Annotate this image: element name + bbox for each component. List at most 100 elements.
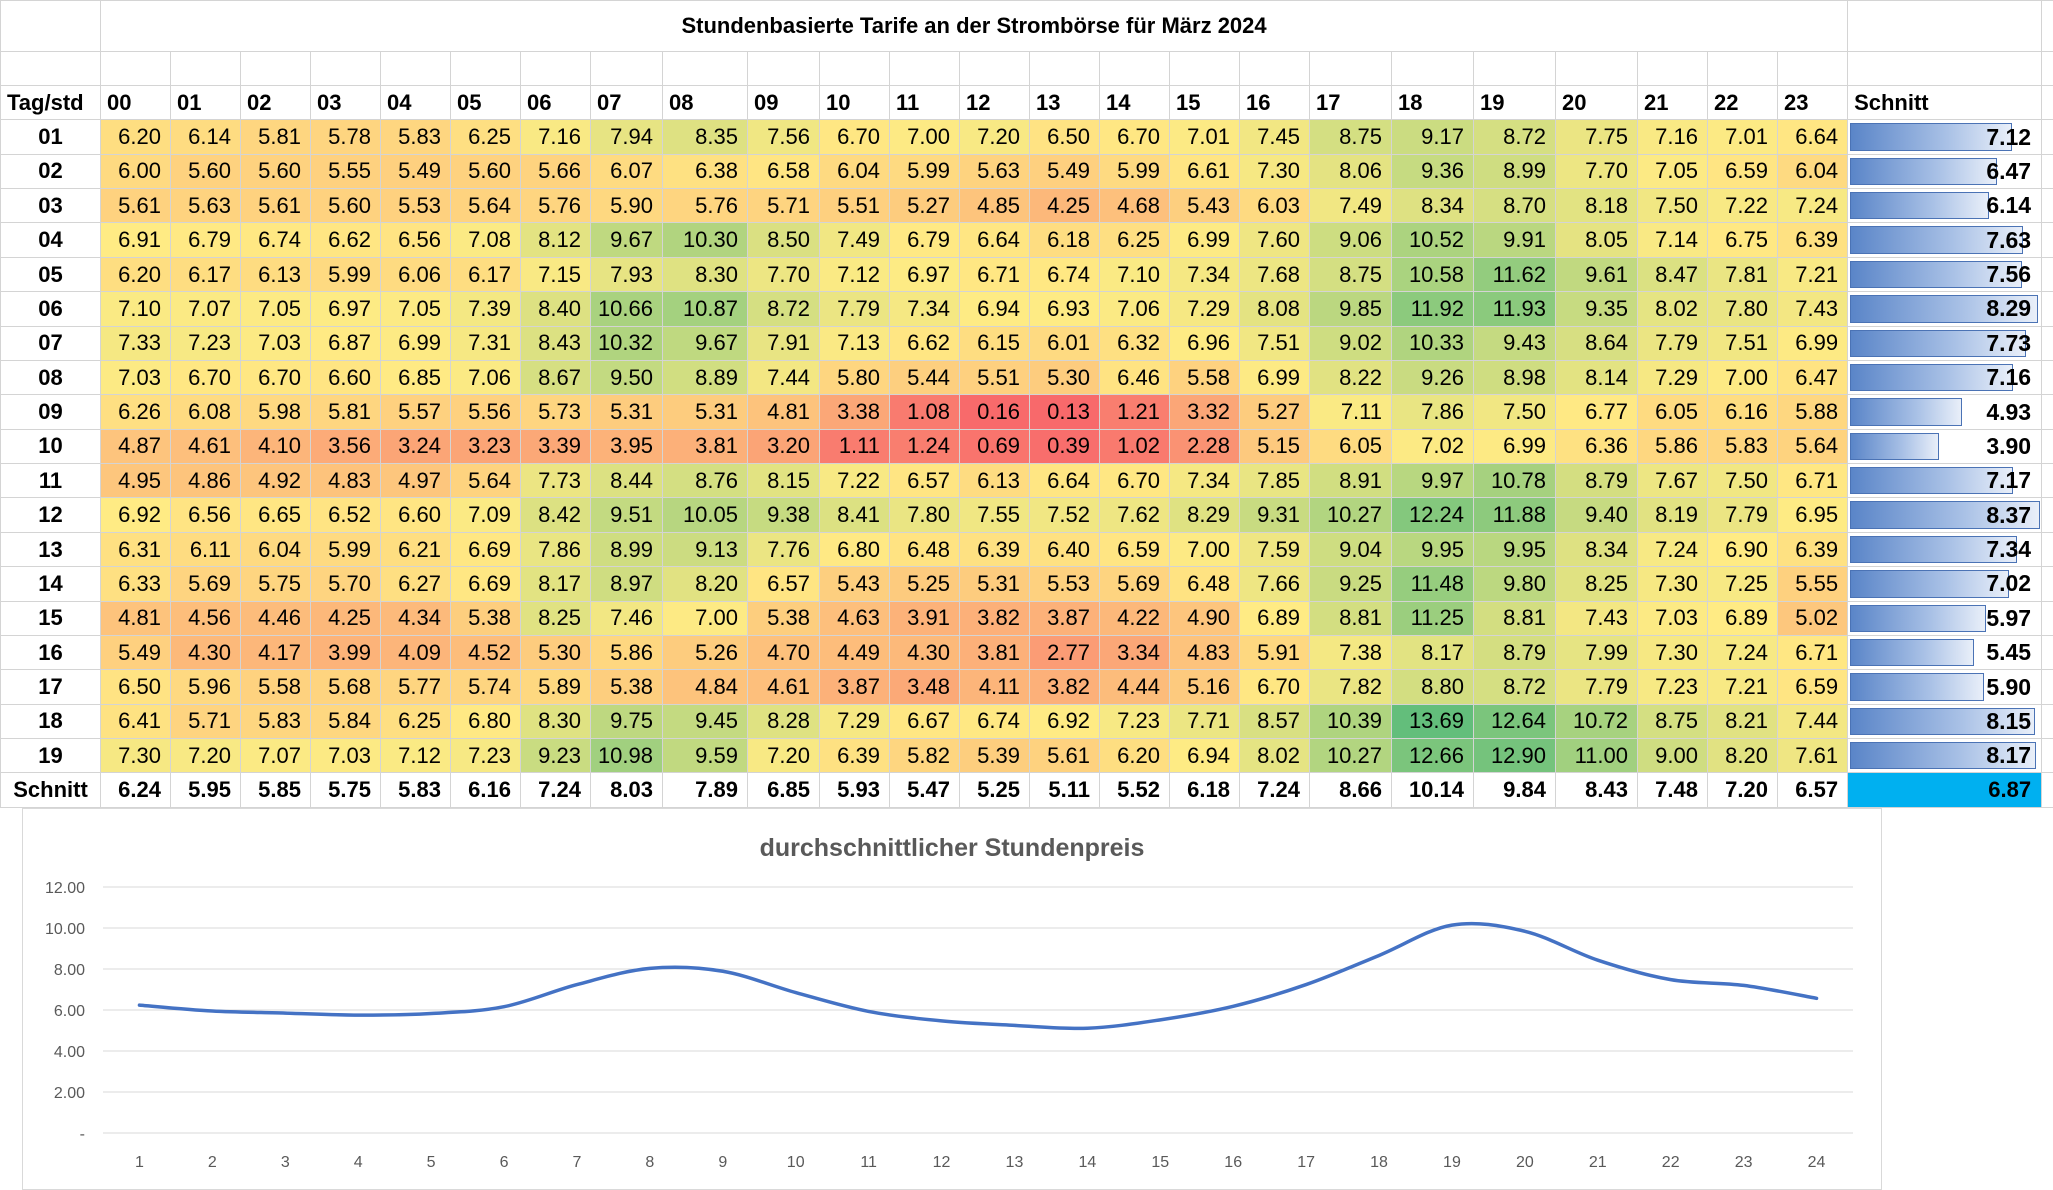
price-cell[interactable]: 4.70 <box>748 635 820 669</box>
price-cell[interactable]: 6.27 <box>381 567 451 601</box>
price-cell[interactable]: 6.71 <box>1778 464 1848 498</box>
price-cell[interactable]: 6.20 <box>101 120 171 154</box>
price-cell[interactable]: 7.29 <box>1638 360 1708 394</box>
price-cell[interactable]: 7.68 <box>1240 257 1310 291</box>
price-cell[interactable]: 5.02 <box>1778 601 1848 635</box>
price-cell[interactable]: 3.24 <box>381 429 451 463</box>
price-cell[interactable]: 8.34 <box>1556 532 1638 566</box>
price-cell[interactable]: 7.20 <box>171 739 241 773</box>
price-cell[interactable]: 5.61 <box>101 189 171 223</box>
hour-average-cell[interactable]: 6.16 <box>451 773 521 808</box>
price-cell[interactable]: 7.16 <box>1638 120 1708 154</box>
empty-cell[interactable] <box>1848 51 2042 85</box>
empty-cell[interactable] <box>820 51 890 85</box>
price-cell[interactable]: 6.56 <box>171 498 241 532</box>
price-cell[interactable]: 4.46 <box>241 601 311 635</box>
price-cell[interactable]: 3.91 <box>890 601 960 635</box>
price-cell[interactable]: 5.89 <box>521 670 591 704</box>
empty-cell[interactable] <box>2042 51 2053 85</box>
hour-average-cell[interactable]: 5.95 <box>171 773 241 808</box>
price-cell[interactable]: 6.64 <box>960 223 1030 257</box>
hour-average-cell[interactable]: 8.66 <box>1310 773 1392 808</box>
empty-cell[interactable] <box>451 51 521 85</box>
price-cell[interactable]: 5.49 <box>381 154 451 188</box>
hour-average-cell[interactable]: 10.14 <box>1392 773 1474 808</box>
price-cell[interactable]: 9.06 <box>1310 223 1392 257</box>
day-average-cell[interactable]: 7.02 <box>1848 567 2042 601</box>
price-cell[interactable]: 1.11 <box>820 429 890 463</box>
price-cell[interactable]: 7.13 <box>820 326 890 360</box>
price-cell[interactable]: 5.80 <box>820 360 890 394</box>
price-cell[interactable]: 4.49 <box>820 635 890 669</box>
price-cell[interactable]: 6.99 <box>1240 360 1310 394</box>
hour-average-cell[interactable]: 8.03 <box>591 773 663 808</box>
empty-cell[interactable] <box>241 51 311 85</box>
price-cell[interactable]: 6.14 <box>171 120 241 154</box>
price-cell[interactable]: 8.34 <box>1392 189 1474 223</box>
empty-cell[interactable] <box>663 51 748 85</box>
price-cell[interactable]: 7.20 <box>960 120 1030 154</box>
price-cell[interactable]: 9.59 <box>663 739 748 773</box>
price-cell[interactable]: 4.25 <box>1030 189 1100 223</box>
price-cell[interactable]: 4.25 <box>311 601 381 635</box>
price-cell[interactable]: 7.00 <box>1708 360 1778 394</box>
price-cell[interactable]: 5.69 <box>1100 567 1170 601</box>
price-cell[interactable]: 7.10 <box>101 292 171 326</box>
price-cell[interactable]: 4.83 <box>311 464 381 498</box>
price-cell[interactable]: 8.08 <box>1240 292 1310 326</box>
price-cell[interactable]: 3.39 <box>521 429 591 463</box>
price-cell[interactable]: 8.25 <box>521 601 591 635</box>
price-cell[interactable]: 6.18 <box>1030 223 1100 257</box>
day-average-cell[interactable]: 5.90 <box>1848 670 2042 704</box>
price-cell[interactable]: 9.51 <box>591 498 663 532</box>
price-cell[interactable]: 9.35 <box>1556 292 1638 326</box>
price-cell[interactable]: 6.71 <box>960 257 1030 291</box>
price-cell[interactable]: 5.76 <box>663 189 748 223</box>
price-cell[interactable]: 7.50 <box>1638 189 1708 223</box>
price-cell[interactable]: 6.52 <box>311 498 381 532</box>
price-cell[interactable]: 7.15 <box>521 257 591 291</box>
price-cell[interactable]: 10.98 <box>591 739 663 773</box>
price-cell[interactable]: 5.63 <box>960 154 1030 188</box>
price-cell[interactable]: 7.34 <box>1170 464 1240 498</box>
price-cell[interactable]: 8.97 <box>591 567 663 601</box>
price-cell[interactable]: 9.91 <box>1474 223 1556 257</box>
price-cell[interactable]: 7.71 <box>1170 704 1240 738</box>
hour-average-cell[interactable]: 5.52 <box>1100 773 1170 808</box>
price-cell[interactable]: 5.31 <box>960 567 1030 601</box>
price-cell[interactable]: 4.68 <box>1100 189 1170 223</box>
price-cell[interactable]: 9.67 <box>663 326 748 360</box>
price-cell[interactable]: 7.45 <box>1240 120 1310 154</box>
price-cell[interactable]: 7.11 <box>1310 395 1392 429</box>
price-cell[interactable]: 7.79 <box>1556 670 1638 704</box>
price-cell[interactable]: 4.81 <box>101 601 171 635</box>
price-cell[interactable]: 7.01 <box>1708 120 1778 154</box>
price-cell[interactable]: 8.02 <box>1638 292 1708 326</box>
price-cell[interactable]: 7.39 <box>451 292 521 326</box>
empty-cell[interactable] <box>1310 51 1392 85</box>
price-cell[interactable]: 6.70 <box>1100 120 1170 154</box>
price-cell[interactable]: 5.26 <box>663 635 748 669</box>
price-cell[interactable]: 7.79 <box>1708 498 1778 532</box>
price-cell[interactable]: 4.17 <box>241 635 311 669</box>
price-cell[interactable]: 11.48 <box>1392 567 1474 601</box>
price-cell[interactable]: 6.41 <box>101 704 171 738</box>
price-cell[interactable]: 6.58 <box>748 154 820 188</box>
price-cell[interactable]: 9.80 <box>1474 567 1556 601</box>
price-cell[interactable]: 5.39 <box>960 739 1030 773</box>
price-cell[interactable]: 5.81 <box>311 395 381 429</box>
price-cell[interactable]: 6.74 <box>960 704 1030 738</box>
price-cell[interactable]: 6.74 <box>241 223 311 257</box>
price-cell[interactable]: 6.17 <box>171 257 241 291</box>
price-cell[interactable]: 3.38 <box>820 395 890 429</box>
price-cell[interactable]: 6.99 <box>381 326 451 360</box>
price-cell[interactable]: 6.38 <box>663 154 748 188</box>
price-cell[interactable]: 8.72 <box>748 292 820 326</box>
price-cell[interactable]: 10.33 <box>1392 326 1474 360</box>
hour-average-cell[interactable]: 5.83 <box>381 773 451 808</box>
price-cell[interactable]: 7.08 <box>451 223 521 257</box>
price-cell[interactable]: 6.62 <box>311 223 381 257</box>
price-cell[interactable]: 7.24 <box>1708 635 1778 669</box>
price-cell[interactable]: 3.32 <box>1170 395 1240 429</box>
price-cell[interactable]: 1.24 <box>890 429 960 463</box>
